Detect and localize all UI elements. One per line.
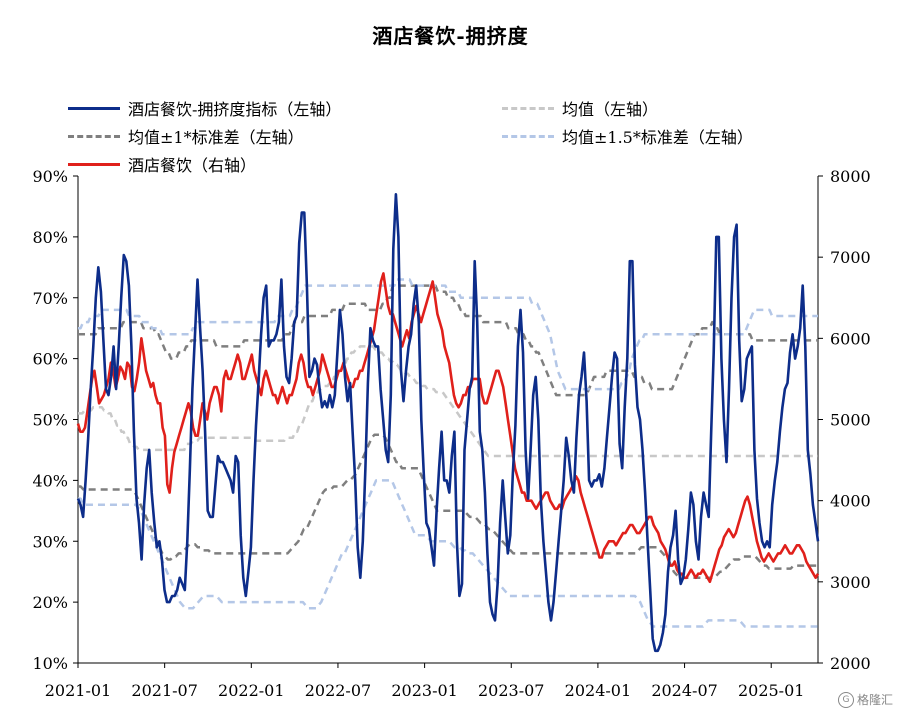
right-tick-label: 8000 bbox=[830, 167, 871, 186]
legend-swatch-mean bbox=[502, 106, 554, 110]
legend-item-mean: 均值（左轴） bbox=[502, 96, 658, 120]
left-tick-label: 20% bbox=[32, 593, 68, 612]
x-tick-label: 2023-07 bbox=[478, 681, 544, 700]
right-tick-label: 3000 bbox=[830, 573, 871, 592]
x-tick-label: 2025-01 bbox=[738, 681, 804, 700]
x-tick-label: 2022-01 bbox=[218, 681, 284, 700]
watermark-text: 格隆汇 bbox=[856, 693, 893, 707]
legend: 酒店餐饮-拥挤度指标（左轴） 均值（左轴） 均值±1*标准差（左轴） 均值±1.… bbox=[68, 96, 828, 176]
left-tick-label: 50% bbox=[32, 411, 68, 430]
left-tick-label: 90% bbox=[32, 167, 68, 186]
right-tick-label: 2000 bbox=[830, 654, 871, 673]
legend-label-std1: 均值±1*标准差（左轴） bbox=[128, 128, 304, 147]
legend-swatch-crowding bbox=[68, 106, 120, 110]
legend-label-revenue: 酒店餐饮（右轴） bbox=[128, 156, 257, 175]
right-tick-label: 7000 bbox=[830, 248, 871, 267]
legend-label-mean: 均值（左轴） bbox=[562, 100, 659, 119]
series-line-6 bbox=[76, 272, 820, 584]
x-tick-label: 2023-01 bbox=[391, 681, 457, 700]
chart-title: 酒店餐饮-拥挤度 bbox=[372, 24, 529, 48]
x-tick-label: 2022-07 bbox=[305, 681, 371, 700]
left-tick-label: 80% bbox=[32, 228, 68, 247]
legend-item-std15: 均值±1.5*标准差（左轴） bbox=[502, 124, 753, 148]
x-tick-label: 2021-07 bbox=[131, 681, 197, 700]
legend-label-std15: 均值±1.5*标准差（左轴） bbox=[562, 128, 753, 147]
legend-item-std1: 均值±1*标准差（左轴） bbox=[68, 124, 304, 148]
series-line-2 bbox=[78, 284, 818, 397]
left-tick-label: 10% bbox=[32, 654, 68, 673]
legend-swatch-std1 bbox=[68, 134, 120, 138]
left-tick-label: 60% bbox=[32, 350, 68, 369]
left-tick-label: 40% bbox=[32, 471, 68, 490]
legend-item-revenue: 酒店餐饮（右轴） bbox=[68, 152, 256, 176]
series-line-4 bbox=[78, 278, 818, 391]
legend-label-crowding: 酒店餐饮-拥挤度指标（左轴） bbox=[128, 100, 342, 119]
right-tick-label: 5000 bbox=[830, 411, 871, 430]
series-line-1 bbox=[78, 345, 818, 458]
left-tick-label: 30% bbox=[32, 532, 68, 551]
watermark: G 格隆汇 bbox=[837, 691, 893, 708]
legend-swatch-revenue bbox=[68, 162, 120, 166]
x-tick-label: 2024-07 bbox=[651, 681, 717, 700]
left-tick-label: 70% bbox=[32, 289, 68, 308]
ring-logo-icon: G bbox=[837, 691, 854, 708]
right-tick-label: 4000 bbox=[830, 492, 871, 511]
x-tick-label: 2024-01 bbox=[565, 681, 631, 700]
legend-item-crowding: 酒店餐饮-拥挤度指标（左轴） bbox=[68, 96, 341, 120]
series-line-5 bbox=[78, 479, 818, 628]
legend-swatch-std15 bbox=[502, 134, 554, 138]
x-tick-label: 2021-01 bbox=[45, 681, 111, 700]
series-line-0 bbox=[76, 193, 820, 653]
right-tick-label: 6000 bbox=[830, 329, 871, 348]
